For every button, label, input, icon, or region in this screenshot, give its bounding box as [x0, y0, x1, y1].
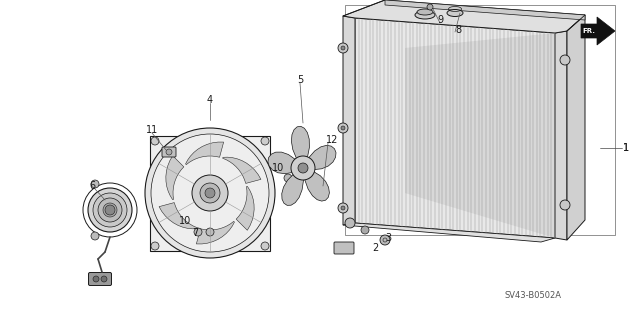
Text: 10: 10: [272, 163, 284, 173]
Polygon shape: [343, 0, 585, 33]
Circle shape: [341, 126, 345, 130]
Text: FR.: FR.: [582, 28, 595, 34]
Text: 11: 11: [146, 125, 158, 135]
Polygon shape: [343, 223, 555, 242]
Polygon shape: [291, 126, 309, 160]
Circle shape: [91, 232, 99, 240]
Polygon shape: [268, 152, 296, 174]
Circle shape: [151, 134, 269, 252]
Polygon shape: [405, 33, 555, 238]
Circle shape: [151, 137, 159, 145]
Circle shape: [380, 235, 390, 245]
Circle shape: [105, 205, 115, 215]
Polygon shape: [166, 156, 184, 200]
Polygon shape: [567, 15, 585, 240]
Circle shape: [261, 242, 269, 250]
Circle shape: [298, 163, 308, 173]
Text: 1: 1: [623, 143, 629, 153]
Text: 7: 7: [192, 228, 198, 238]
Polygon shape: [581, 17, 615, 45]
Text: 10: 10: [179, 216, 191, 226]
Circle shape: [338, 123, 348, 133]
Circle shape: [151, 242, 159, 250]
Polygon shape: [186, 142, 223, 165]
Circle shape: [291, 156, 315, 180]
Text: 3: 3: [385, 233, 391, 243]
Circle shape: [361, 226, 369, 234]
Text: SV43-B0502A: SV43-B0502A: [504, 292, 561, 300]
Polygon shape: [355, 18, 555, 238]
Polygon shape: [305, 171, 330, 201]
Polygon shape: [196, 221, 234, 244]
Text: 9: 9: [437, 15, 443, 25]
Circle shape: [345, 218, 355, 228]
Text: 12: 12: [326, 135, 338, 145]
Ellipse shape: [415, 11, 435, 19]
Circle shape: [284, 174, 292, 182]
FancyBboxPatch shape: [88, 272, 111, 286]
Circle shape: [338, 43, 348, 53]
Circle shape: [206, 228, 214, 236]
Polygon shape: [385, 0, 585, 20]
Text: 5: 5: [297, 75, 303, 85]
FancyBboxPatch shape: [150, 136, 270, 251]
Polygon shape: [308, 145, 336, 170]
Text: 1: 1: [623, 143, 629, 153]
Circle shape: [194, 228, 202, 236]
Circle shape: [427, 4, 433, 10]
Circle shape: [560, 200, 570, 210]
Circle shape: [205, 188, 215, 198]
Polygon shape: [343, 16, 355, 225]
Text: 6: 6: [89, 181, 95, 191]
Circle shape: [93, 276, 99, 282]
Circle shape: [88, 188, 132, 232]
Circle shape: [101, 276, 107, 282]
Circle shape: [341, 206, 345, 210]
Text: 4: 4: [207, 95, 213, 105]
Polygon shape: [282, 173, 303, 205]
Circle shape: [200, 183, 220, 203]
Circle shape: [261, 137, 269, 145]
Polygon shape: [236, 186, 254, 230]
Circle shape: [98, 198, 122, 222]
FancyBboxPatch shape: [162, 147, 176, 157]
Text: 8: 8: [455, 25, 461, 35]
Circle shape: [192, 175, 228, 211]
Circle shape: [103, 203, 117, 217]
Circle shape: [338, 203, 348, 213]
Polygon shape: [223, 157, 261, 183]
Ellipse shape: [447, 10, 463, 17]
FancyBboxPatch shape: [334, 242, 354, 254]
Circle shape: [91, 180, 99, 188]
Circle shape: [341, 46, 345, 50]
Polygon shape: [555, 31, 567, 240]
Circle shape: [166, 149, 172, 155]
Ellipse shape: [417, 9, 433, 15]
Circle shape: [145, 128, 275, 258]
Circle shape: [93, 193, 127, 227]
Polygon shape: [159, 203, 197, 229]
Text: 2: 2: [372, 243, 378, 253]
Circle shape: [560, 55, 570, 65]
